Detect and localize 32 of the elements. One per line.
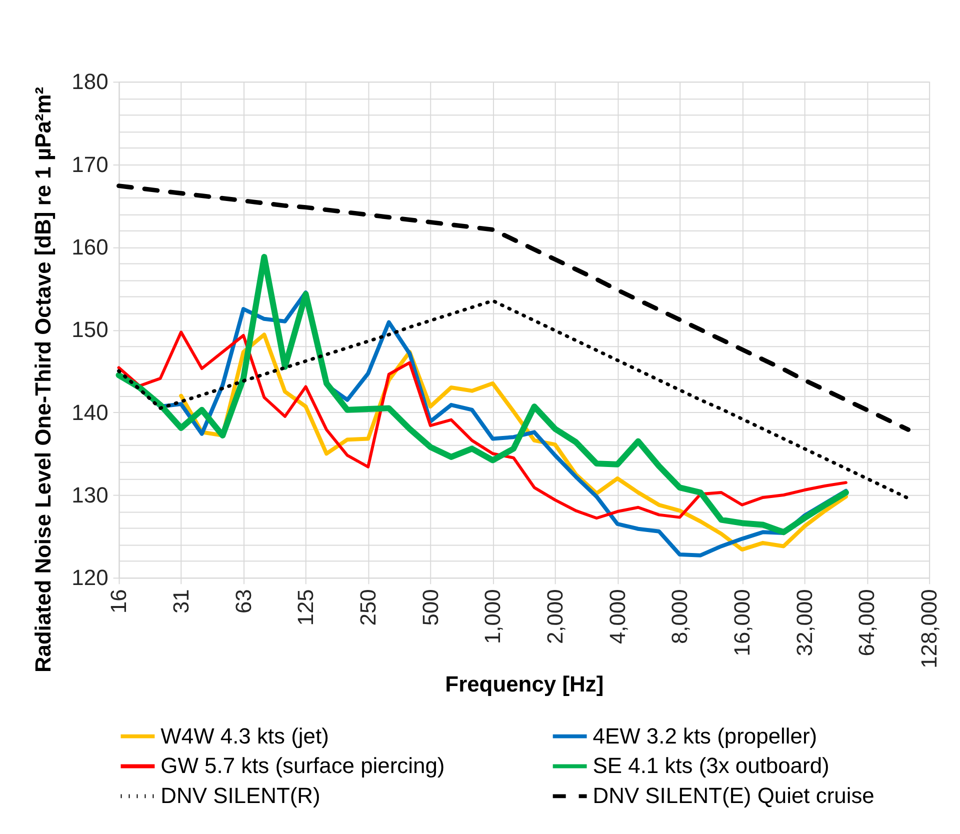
- y-tick-label: 150: [72, 317, 108, 342]
- x-tick-label: 63: [230, 589, 256, 614]
- line-series: [117, 298, 910, 500]
- x-tick-label: 2,000: [542, 589, 568, 644]
- x-tick-label: 31: [168, 589, 194, 614]
- y-tick-label: 120: [72, 565, 108, 590]
- x-tick-label: 1,000: [480, 589, 506, 644]
- y-tick-label: 160: [72, 234, 108, 260]
- x-tick-label: 500: [418, 589, 443, 626]
- legend-label: DNV SILENT(E) Quiet cruise: [592, 783, 874, 808]
- x-tick-label: 128,000: [916, 589, 942, 668]
- y-tick-label: 180: [72, 69, 108, 94]
- x-tick-label: 64,000: [854, 589, 880, 656]
- x-tick-label: 125: [293, 589, 318, 626]
- line-series: [116, 184, 911, 432]
- legend-label: DNV SILENT(R): [160, 783, 320, 808]
- x-axis-title: Frequency [Hz]: [445, 671, 604, 696]
- x-tick-label: 32,000: [792, 589, 817, 656]
- x-tick-label: 8,000: [667, 589, 692, 644]
- x-tick-label: 16: [106, 589, 132, 614]
- y-tick-label: 170: [72, 152, 108, 177]
- x-tick-label: 250: [356, 589, 381, 626]
- x-tick-label: 16,000: [730, 589, 755, 656]
- legend-label: W4W 4.3 kts (jet): [160, 723, 329, 748]
- legend-label: 4EW 3.2 kts (propeller): [592, 723, 818, 748]
- y-tick-label: 140: [72, 400, 108, 425]
- x-tick-label: 4,000: [604, 589, 630, 644]
- line-series: [117, 330, 848, 520]
- legend-label: GW 5.7 kts (surface piercing): [160, 753, 445, 778]
- y-tick-label: 130: [72, 482, 108, 508]
- legend-label: SE 4.1 kts (3x outboard): [592, 753, 830, 778]
- y-axis-title: Radiated Noise Level One-Third Octave [dB] re 1 µPa²m²: [30, 86, 56, 673]
